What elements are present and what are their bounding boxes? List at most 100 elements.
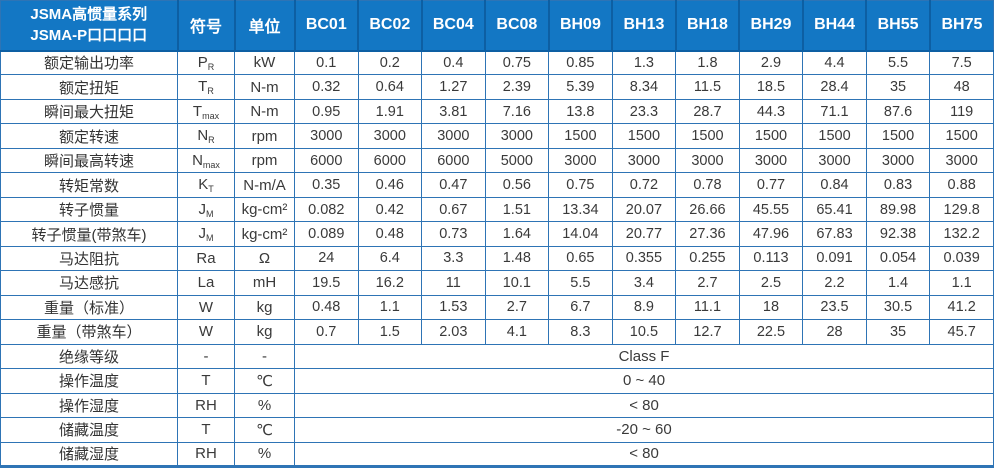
- merged-value-cell: Class F: [294, 343, 994, 370]
- value-cell: 3000: [611, 147, 677, 174]
- row-unit: %: [234, 392, 295, 419]
- row-unit: N-m/A: [234, 172, 295, 198]
- value-cell: 48: [929, 74, 994, 100]
- value-cell: 71.1: [802, 98, 867, 125]
- table-row-merged: 储藏温度 T ℃ -20 ~ 60: [0, 417, 994, 443]
- value-cell: 7.16: [484, 98, 550, 125]
- series-title-line2: JSMA-P口口口口: [30, 27, 148, 45]
- value-cell: 8.34: [611, 74, 677, 100]
- model-header-bh29: BH29: [739, 0, 804, 52]
- row-symbol: TR: [177, 74, 235, 100]
- value-cell: 3.3: [421, 245, 486, 272]
- row-unit: Ω: [234, 245, 295, 272]
- value-cell: 10.5: [611, 319, 677, 345]
- value-cell: 0.75: [484, 49, 550, 76]
- value-cell: 1500: [802, 123, 867, 149]
- value-cell: 0.039: [929, 245, 994, 272]
- value-cell: 1.1: [357, 294, 423, 321]
- row-label: 重量（带煞车）: [0, 319, 178, 345]
- table-row: 转子惯量(带煞车) JM kg-cm² 0.089 0.48 0.73 1.64 14.04 2…: [0, 221, 994, 247]
- value-cell: 8.3: [548, 319, 613, 345]
- row-label: 重量（标准）: [0, 294, 178, 321]
- merged-value-cell: 0 ~ 40: [294, 368, 994, 394]
- value-cell: 1500: [548, 123, 613, 149]
- value-cell: 16.2: [357, 270, 423, 296]
- row-symbol: T: [177, 368, 235, 394]
- value-cell: 11.1: [675, 294, 740, 321]
- model-header-bh18: BH18: [675, 0, 741, 52]
- row-symbol: La: [177, 270, 235, 296]
- value-cell: 11.5: [675, 74, 740, 100]
- value-cell: 6000: [294, 147, 359, 174]
- value-cell: 67.83: [802, 221, 867, 247]
- value-cell: 3.81: [421, 98, 486, 125]
- value-cell: 2.7: [675, 270, 740, 296]
- value-cell: 1500: [738, 123, 804, 149]
- row-unit: kW: [234, 49, 295, 76]
- value-cell: 3000: [929, 147, 994, 174]
- model-header-bc04: BC04: [421, 0, 487, 52]
- value-cell: 2.7: [484, 294, 550, 321]
- row-label: 马达感抗: [0, 270, 178, 296]
- value-cell: 0.83: [865, 172, 931, 198]
- symbol-column-header: 符号: [177, 0, 236, 52]
- value-cell: 20.77: [611, 221, 677, 247]
- row-label: 转子惯量: [0, 196, 178, 223]
- row-symbol: KT: [177, 172, 235, 198]
- row-label: 额定扭矩: [0, 74, 178, 100]
- row-symbol: Nmax: [177, 147, 235, 174]
- merged-value-cell: -20 ~ 60: [294, 417, 994, 443]
- row-unit: kg: [234, 294, 295, 321]
- value-cell: 0.88: [929, 172, 994, 198]
- row-symbol: T: [177, 417, 235, 443]
- value-cell: 13.34: [548, 196, 613, 223]
- model-header-bc01: BC01: [294, 0, 360, 52]
- value-cell: 7.5: [929, 49, 994, 76]
- value-cell: 2.39: [484, 74, 550, 100]
- row-symbol: JM: [177, 221, 235, 247]
- value-cell: 13.8: [548, 98, 613, 125]
- value-cell: 1.5: [357, 319, 423, 345]
- value-cell: 119: [929, 98, 994, 125]
- value-cell: 26.66: [675, 196, 740, 223]
- table-row: 瞬间最高转速 Nmax rpm 6000 6000 6000 5000 3000 3000 300…: [0, 147, 994, 174]
- table-row: 马达感抗 La mH 19.5 16.2 11 10.1 5.5 3.4 2.7 2.5 2.2 1.4…: [0, 270, 994, 296]
- value-cell: 0.75: [548, 172, 613, 198]
- value-cell: 0.082: [294, 196, 359, 223]
- row-unit: -: [234, 343, 295, 370]
- unit-column-header: 单位: [234, 0, 296, 52]
- value-cell: 6000: [357, 147, 423, 174]
- value-cell: 0.95: [294, 98, 359, 125]
- value-cell: 1.4: [865, 270, 931, 296]
- value-cell: 3000: [738, 147, 804, 174]
- row-label: 瞬间最大扭矩: [0, 98, 178, 125]
- model-header-bc02: BC02: [358, 0, 423, 52]
- value-cell: 1.64: [484, 221, 550, 247]
- value-cell: 3000: [421, 123, 486, 149]
- value-cell: 28: [802, 319, 867, 345]
- model-header-bh44: BH44: [802, 0, 868, 52]
- row-label: 额定输出功率: [0, 49, 178, 76]
- value-cell: 0.089: [294, 221, 359, 247]
- model-header-bh13: BH13: [612, 0, 677, 52]
- value-cell: 0.355: [611, 245, 677, 272]
- row-symbol: RH: [177, 441, 235, 467]
- value-cell: 1500: [865, 123, 931, 149]
- value-cell: 30.5: [865, 294, 931, 321]
- value-cell: 23.5: [802, 294, 867, 321]
- value-cell: 0.35: [294, 172, 359, 198]
- series-title: JSMA高惯量系列 JSMA-P口口口口: [0, 0, 179, 52]
- value-cell: 1.8: [675, 49, 740, 76]
- row-symbol: JM: [177, 196, 235, 223]
- value-cell: 1.1: [929, 270, 994, 296]
- value-cell: 0.85: [548, 49, 613, 76]
- value-cell: 1.3: [611, 49, 677, 76]
- value-cell: 0.091: [802, 245, 867, 272]
- row-symbol: W: [177, 294, 235, 321]
- value-cell: 1.51: [484, 196, 550, 223]
- table-row: 额定转速 NR rpm 3000 3000 3000 3000 1500 1500 1500 150…: [0, 123, 994, 149]
- value-cell: 0.84: [802, 172, 867, 198]
- value-cell: 45.55: [738, 196, 804, 223]
- value-cell: 5.39: [548, 74, 613, 100]
